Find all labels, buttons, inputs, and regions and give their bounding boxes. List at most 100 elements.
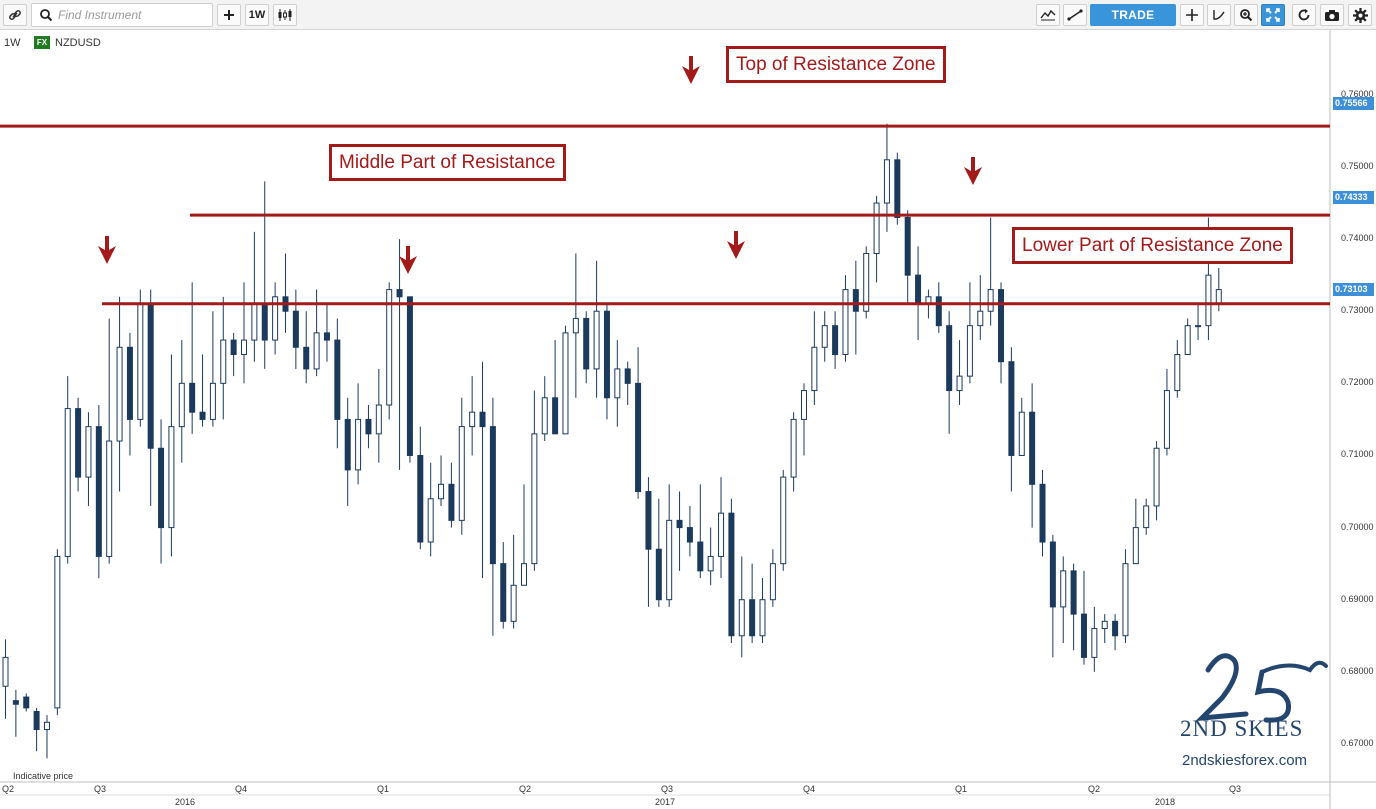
candle	[676, 491, 683, 571]
refresh-button[interactable]	[1292, 4, 1316, 26]
screenshot-button[interactable]	[1320, 4, 1344, 26]
candle	[915, 246, 922, 341]
candle	[1153, 441, 1160, 521]
annotation-lower-resistance: Lower Part of Resistance Zone	[1012, 227, 1293, 264]
arrow-markers	[98, 56, 982, 274]
candle	[189, 282, 196, 434]
price-tick: 0.69000	[1341, 593, 1374, 604]
candle	[987, 217, 994, 326]
candle	[1101, 614, 1108, 643]
candle-body-bull	[2, 656, 9, 687]
candle-body-bull	[1205, 274, 1212, 327]
time-tick: Q2	[2, 784, 15, 794]
trade-button[interactable]: TRADE	[1090, 4, 1176, 26]
candle	[738, 556, 745, 658]
settings-button[interactable]	[1348, 4, 1372, 26]
candle	[842, 275, 849, 362]
candle	[780, 469, 787, 571]
price-chart[interactable]	[0, 30, 1376, 809]
candle	[1184, 318, 1191, 356]
candle	[821, 311, 828, 362]
search-input[interactable]	[58, 6, 208, 24]
candle-body-bull	[593, 310, 600, 370]
candles	[2, 123, 1222, 759]
fx-badge: FX	[34, 36, 50, 49]
fullscreen-icon	[1266, 8, 1280, 22]
candle-body-bull	[1215, 289, 1222, 305]
candle	[956, 340, 963, 405]
candle	[323, 304, 330, 362]
candle-body-bear	[1049, 541, 1056, 608]
candle	[666, 484, 673, 607]
candle-body-bull	[790, 418, 797, 478]
candle-body-bull	[666, 519, 673, 601]
crosshair-button[interactable]	[1180, 4, 1204, 26]
watermark-url: 2ndskiesforex.com	[1182, 752, 1308, 769]
candle-body-bear	[552, 397, 559, 435]
candle	[261, 181, 268, 369]
interval-button[interactable]: 1W	[245, 4, 269, 26]
candle	[292, 289, 299, 369]
candle	[199, 354, 206, 427]
time-tick: Q3	[661, 784, 674, 794]
candle	[552, 340, 559, 435]
candle-body-bull	[956, 375, 963, 392]
symbol-label[interactable]: NZDUSD	[55, 37, 101, 49]
candle	[718, 477, 725, 579]
candle-body-bear	[396, 289, 403, 298]
candle-body-bear	[417, 454, 424, 543]
fullscreen-button[interactable]	[1261, 4, 1285, 26]
candle	[168, 354, 175, 557]
candle	[396, 239, 403, 470]
candle-body-bear	[686, 527, 693, 543]
link-button[interactable]	[3, 4, 27, 26]
candle-body-bear	[1070, 570, 1077, 615]
candle	[355, 383, 362, 485]
candle	[521, 484, 527, 586]
time-tick: Q4	[235, 784, 248, 794]
plus-icon	[224, 10, 234, 20]
candle	[116, 296, 123, 492]
price-tag-top: 0.75566	[1333, 97, 1374, 110]
candle-body-bear	[749, 599, 756, 637]
candle	[137, 289, 144, 427]
time-tick: Q3	[94, 784, 107, 794]
candle	[811, 311, 818, 405]
candle-body-bear	[95, 426, 102, 557]
candle	[1143, 498, 1150, 535]
candle	[23, 693, 30, 712]
zoom-button[interactable]	[1234, 4, 1258, 26]
trendline-button[interactable]	[1063, 4, 1087, 26]
instrument-search[interactable]	[31, 3, 213, 27]
candle-body-bear	[935, 296, 942, 327]
candle	[375, 368, 382, 463]
candle-body-bull	[469, 411, 476, 428]
candle-body-bull	[800, 390, 807, 420]
candle-body-bull	[106, 440, 113, 557]
add-button[interactable]	[217, 4, 241, 26]
candle-body-bear	[147, 303, 154, 449]
candle	[64, 376, 71, 564]
candle-body-bull	[1018, 411, 1025, 456]
candle-body-bear	[199, 411, 206, 420]
candle-body-bull	[562, 332, 569, 435]
candle	[406, 296, 413, 463]
year-tick: 2016	[175, 797, 196, 807]
candle-body-bear	[489, 426, 496, 565]
zoom-icon	[1240, 9, 1253, 22]
indicators-button[interactable]	[1036, 4, 1060, 26]
candle-body-bear	[728, 512, 735, 637]
candle-body-bear	[904, 216, 911, 276]
candle-body-bull	[1153, 447, 1160, 507]
watermark-text: 2ND SKIES	[1180, 716, 1304, 741]
candle	[832, 311, 839, 369]
candle	[904, 210, 911, 305]
candle	[603, 304, 610, 420]
candle-body-bear	[1008, 361, 1015, 456]
candle-body-bull	[718, 512, 725, 557]
curve-button[interactable]	[1207, 4, 1231, 26]
candle-body-bull	[769, 563, 776, 601]
candle	[209, 311, 216, 427]
chart-type-button[interactable]	[273, 4, 297, 26]
candle	[531, 390, 538, 571]
